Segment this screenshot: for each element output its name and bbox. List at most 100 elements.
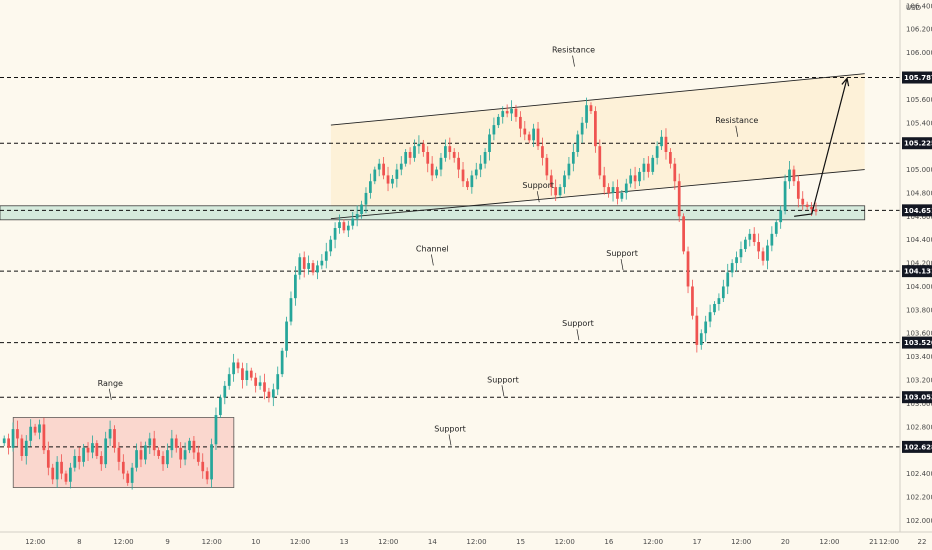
support-zone <box>0 205 866 221</box>
y-tick-label: 104.200 <box>906 260 932 268</box>
candle-body <box>488 134 491 152</box>
candle-body <box>682 216 685 252</box>
candle-body <box>766 245 769 261</box>
x-tick-label: 10 <box>251 538 260 546</box>
annotation-label: Channel <box>416 244 449 253</box>
candle-body <box>633 175 637 182</box>
candle-body <box>152 438 156 451</box>
annotation-leader <box>431 254 434 266</box>
candle-body <box>549 175 553 188</box>
y-tick-label: 102.200 <box>906 493 932 501</box>
annotation-label: Support <box>562 319 594 328</box>
candle-body <box>258 382 262 386</box>
candle-body <box>188 440 191 451</box>
y-tick-label: 104.600 <box>906 213 932 221</box>
y-tick-label: 102.800 <box>906 423 932 431</box>
candle-body <box>11 429 15 448</box>
candle-body <box>739 249 743 258</box>
x-tick-label: 22 <box>918 538 927 546</box>
candle-body <box>64 473 68 482</box>
candle-body <box>713 304 716 313</box>
candle-body <box>157 450 160 456</box>
candle-body <box>421 143 425 152</box>
candle-body <box>298 257 302 275</box>
candle-body <box>558 187 562 196</box>
candle-body <box>174 438 178 448</box>
candle-body <box>232 362 235 375</box>
candle-body <box>338 222 341 228</box>
candle-body <box>95 443 99 456</box>
candle-body <box>342 222 346 231</box>
candle-body <box>267 391 271 398</box>
candle-body <box>219 397 222 416</box>
candle-body <box>196 452 200 462</box>
candle-body <box>33 426 37 433</box>
candle-body <box>69 467 72 482</box>
annotation-label: Support <box>522 181 554 190</box>
candle-body <box>708 312 712 322</box>
candle-body <box>598 146 602 176</box>
candle-body <box>245 370 249 380</box>
candle-body <box>439 157 443 170</box>
candle-body <box>99 456 103 465</box>
candle-body <box>144 445 147 460</box>
candle-body <box>417 143 421 147</box>
candle-body <box>333 228 337 240</box>
x-tick-label: 12:00 <box>731 538 751 546</box>
candle-body <box>86 447 90 453</box>
candle-body <box>408 152 412 158</box>
price-tag-bg <box>902 391 932 404</box>
candle-body <box>82 447 85 462</box>
candle-body <box>113 429 116 448</box>
candle-body <box>179 447 183 460</box>
x-tick-label: 12:00 <box>202 538 222 546</box>
annotation-leader <box>572 55 575 67</box>
candle-body <box>523 128 527 135</box>
candle-body <box>289 298 293 322</box>
candle-body <box>669 152 672 164</box>
x-tick-label: 12:00 <box>555 538 575 546</box>
price-tag-bg <box>902 137 932 150</box>
candle-body <box>545 157 549 176</box>
candle-body <box>448 146 452 152</box>
candle-body <box>435 169 438 176</box>
candle-body <box>527 134 531 141</box>
y-tick-label: 106.400 <box>906 2 932 10</box>
price-tag-label: 102.628 <box>904 443 932 451</box>
candle-body <box>470 175 474 188</box>
candle-body <box>607 187 610 193</box>
candle-body <box>770 233 774 246</box>
candle-body <box>660 136 663 147</box>
channel-zone <box>330 73 865 219</box>
candle-body <box>320 260 324 266</box>
x-tick-label: 12:00 <box>290 538 310 546</box>
candle-body <box>55 461 59 480</box>
price-tag-bg <box>902 440 932 453</box>
candle-body <box>788 169 791 182</box>
candle-body <box>329 239 333 252</box>
candle-body <box>699 333 703 345</box>
price-tag-label: 105.225 <box>904 140 932 148</box>
candle-body <box>576 134 580 152</box>
candle-body <box>426 152 430 164</box>
candle-body <box>201 461 205 472</box>
candle-body <box>686 251 690 287</box>
candle-body <box>108 429 112 439</box>
candle-body <box>580 122 584 135</box>
candle-body <box>474 169 478 176</box>
candle-body <box>805 204 809 207</box>
x-tick-label: 12:00 <box>819 538 839 546</box>
candle-body <box>280 350 284 375</box>
y-tick-label: 105.400 <box>906 119 932 127</box>
x-tick-label: 12:00 <box>113 538 133 546</box>
candle-body <box>585 105 588 123</box>
candle-body <box>404 152 408 164</box>
candle-body <box>135 450 138 468</box>
y-tick-label: 104.800 <box>906 189 932 197</box>
candle-body <box>563 175 566 188</box>
y-tick-label: 103.400 <box>906 353 932 361</box>
candle-body <box>444 146 447 158</box>
price-tag-bg <box>902 71 932 84</box>
annotation-leader <box>448 434 452 446</box>
